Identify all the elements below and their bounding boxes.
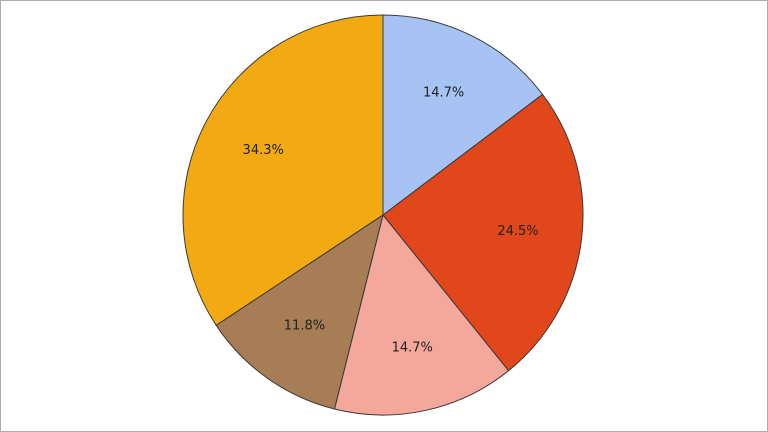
pie-slice (333, 213, 510, 416)
data-label: 34.3% (243, 143, 284, 158)
pie-slice (215, 213, 384, 410)
pie-slice (382, 93, 584, 372)
data-label: 14.7% (423, 86, 464, 101)
pie-slice (182, 14, 384, 327)
data-label: 11.8% (284, 319, 325, 334)
data-label: 24.5% (497, 224, 538, 239)
pie-slice (382, 14, 544, 217)
data-label: 14.7% (392, 340, 433, 355)
